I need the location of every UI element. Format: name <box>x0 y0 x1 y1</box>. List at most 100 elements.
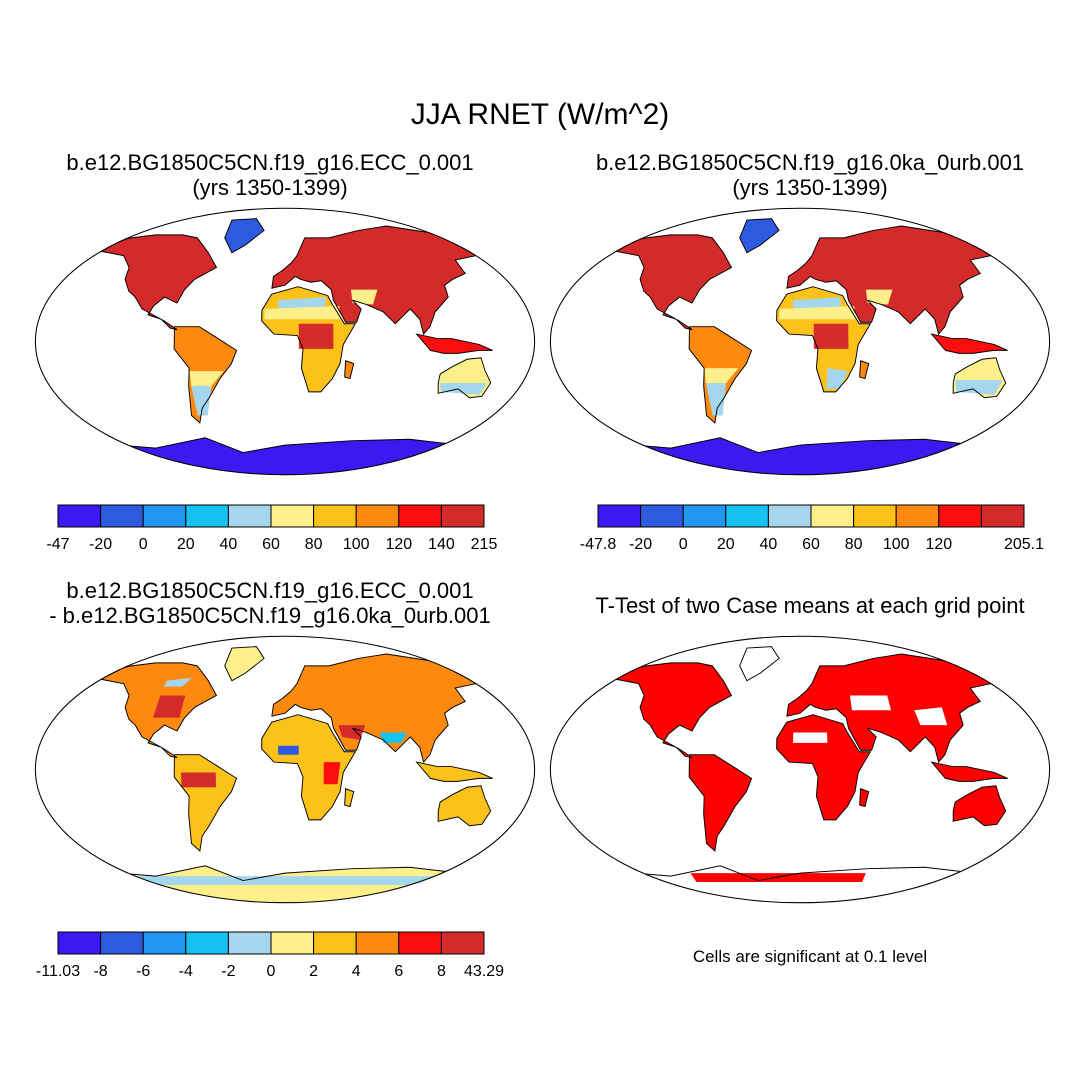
region-shading <box>793 732 828 743</box>
coastline-africa <box>261 714 357 821</box>
colorbar-2-swatch <box>725 504 769 528</box>
region-shading <box>134 876 436 885</box>
colorbar-1-tick-label: -47 <box>46 536 69 553</box>
panel-1-title-line2: (yrs 1350-1399) <box>192 175 348 200</box>
land-madagascar <box>344 788 354 807</box>
colorbar-2-swatch <box>938 504 982 528</box>
land-greenland <box>224 218 265 253</box>
region-shading <box>379 732 407 743</box>
colorbar-1-tick-label: 60 <box>262 536 280 553</box>
coastline-north-america <box>606 662 733 759</box>
land-north-america <box>92 234 217 330</box>
region-shading <box>278 745 299 755</box>
region-shading <box>351 289 378 305</box>
colorbar-1-tick-label: 140 <box>428 536 455 553</box>
colorbar-1-swatch <box>57 504 102 528</box>
map-panel-2 <box>549 207 1051 476</box>
colorbar-3-swatch <box>100 931 144 955</box>
region-shading <box>705 382 727 416</box>
land-greenland <box>739 646 780 681</box>
panel-1-title-line1: b.e12.BG1850C5CN.f19_g16.ECC_0.001 <box>66 150 474 175</box>
colorbar-1-swatch <box>355 504 400 528</box>
colorbar-1-tick-label: 100 <box>343 536 370 553</box>
coastline-indonesia <box>415 333 493 354</box>
colorbar-3-tick-label: -4 <box>179 963 193 980</box>
region-shading <box>338 725 366 740</box>
colorbar-2-swatch <box>682 504 727 528</box>
colorbar-3-tick-label: -2 <box>221 963 235 980</box>
colorbar-3-swatch <box>440 931 485 955</box>
map-panel-4-ttest <box>549 635 1051 904</box>
panel-4-title: T-Test of two Case means at each grid po… <box>560 593 1060 618</box>
coastline-indonesia <box>930 333 1008 354</box>
colorbar-3-swatch <box>313 931 357 955</box>
colorbar-3-swatch <box>227 931 272 955</box>
land-north-america <box>607 234 732 330</box>
map-border <box>34 635 536 904</box>
coastline-north-america <box>91 234 218 331</box>
land-indonesia <box>416 334 493 354</box>
coastline-madagascar <box>344 360 355 380</box>
panel-4-title-line1: T-Test of two Case means at each grid po… <box>595 593 1025 618</box>
region-shading <box>849 695 891 711</box>
colorbar-2-tick-label: 120 <box>925 536 952 553</box>
colorbar-3-tick-label: 4 <box>352 963 361 980</box>
map-content <box>35 636 535 903</box>
coastline-greenland <box>739 218 780 254</box>
coastline-south-america <box>688 326 753 424</box>
colorbar-panel-3: -11.03 -8 -6 -4 -2 0 2 4 6 8 43.29 <box>36 931 504 980</box>
colorbar-3-tick-label: 2 <box>309 963 318 980</box>
colorbar-3-swatch <box>398 931 442 955</box>
colorbar-3-swatch <box>270 931 315 955</box>
colorbar-2-tick-label: 0 <box>679 536 688 553</box>
coastline-australia <box>952 357 1007 399</box>
region-shading <box>813 323 849 349</box>
colorbar-2-swatch <box>853 504 897 528</box>
region-shading <box>164 677 192 687</box>
colorbar-3-tick-label: -8 <box>93 963 107 980</box>
colorbar-3-tick-label: 43.29 <box>464 963 504 980</box>
land-north-america <box>92 662 217 758</box>
coastline-africa <box>261 286 357 393</box>
coastline-antarctica <box>82 865 484 903</box>
region-shading <box>779 305 855 320</box>
coastline-north-america <box>606 234 733 331</box>
colorbar-2-swatch <box>810 504 855 528</box>
coastline-madagascar <box>344 788 355 808</box>
colorbar-1-swatch <box>398 504 442 528</box>
region-shading <box>826 368 848 389</box>
colorbar-panel-1: -47 -20 0 20 40 60 80 100 120 140 215 <box>46 504 498 553</box>
coastline-north-america <box>91 662 218 759</box>
colorbar-1-tick-label: 215 <box>471 536 498 553</box>
significance-note: Cells are significant at 0.1 level <box>692 947 928 966</box>
coastline-eurasia <box>271 225 491 336</box>
coastline-australia <box>437 357 492 399</box>
colorbar-2-swatch <box>895 504 940 528</box>
colorbar-3-tick-label: 0 <box>267 963 276 980</box>
region-shading <box>153 695 186 718</box>
map-content <box>550 636 1050 903</box>
region-shading <box>866 289 893 305</box>
colorbar-3-tick-label: 6 <box>394 963 403 980</box>
map-border <box>549 207 1051 476</box>
map-border <box>549 635 1051 904</box>
coastline-indonesia <box>930 761 1008 782</box>
colorbar-3-swatch <box>142 931 187 955</box>
coastline-madagascar <box>859 360 870 380</box>
colorbar-1-swatch <box>313 504 357 528</box>
region-shading <box>189 371 224 386</box>
colorbar-1-tick-label: 80 <box>305 536 323 553</box>
colorbar-3-swatch <box>57 931 102 955</box>
land-indonesia <box>931 762 1008 782</box>
coastline-africa <box>776 286 872 393</box>
region-shading <box>914 707 948 726</box>
colorbar-2-tick-label: 80 <box>845 536 863 553</box>
colorbar-2-tick-label: 20 <box>717 536 735 553</box>
region-shading <box>191 385 212 416</box>
panel-3-title-line1: b.e12.BG1850C5CN.f19_g16.ECC_0.001 <box>66 578 474 603</box>
panel-1-title: b.e12.BG1850C5CN.f19_g16.ECC_0.001 (yrs … <box>20 150 520 200</box>
colorbar-1-tick-label: 0 <box>139 536 148 553</box>
coastline-antarctica <box>597 437 999 475</box>
colorbar-2-tick-label: -47.8 <box>580 536 617 553</box>
coastline-greenland <box>224 646 265 682</box>
